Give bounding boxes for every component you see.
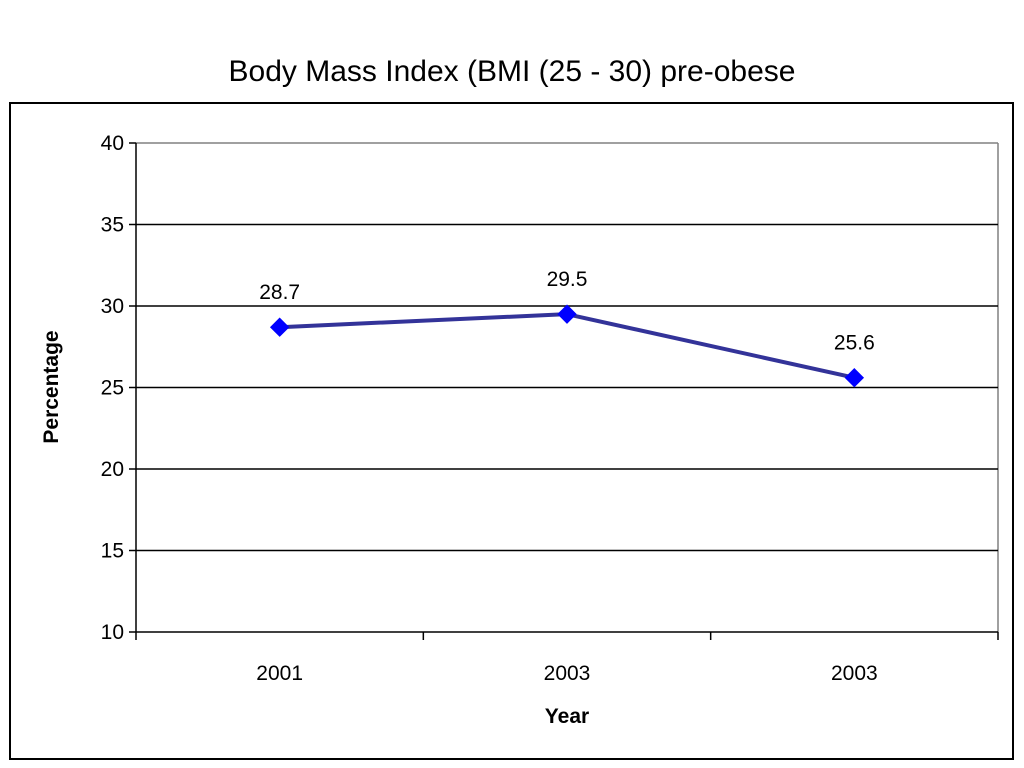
y-tick-label: 35 xyxy=(101,214,124,237)
data-label: 28.7 xyxy=(259,281,300,304)
chart-title: Body Mass Index (BMI (25 - 30) pre-obese xyxy=(228,55,796,88)
y-tick-label: 10 xyxy=(101,621,124,644)
data-point-marker xyxy=(269,317,290,337)
x-tick-label: 2003 xyxy=(831,662,878,685)
data-label: 29.5 xyxy=(547,268,588,291)
y-tick-label: 25 xyxy=(101,377,124,400)
data-point-marker xyxy=(557,304,577,324)
data-point-marker xyxy=(844,368,865,388)
x-axis-title: Year xyxy=(545,705,589,728)
gridlines xyxy=(136,142,999,632)
x-tick-label: 2001 xyxy=(256,662,303,685)
labels: 10 15 20 25 30 35 40 2001 2003 2003 28.7 29.5 25.6 xyxy=(101,132,878,685)
chart-frame xyxy=(9,102,1014,760)
y-axis-title: Percentage xyxy=(40,330,63,443)
data-label: 25.6 xyxy=(834,332,875,355)
y-tick-label: 30 xyxy=(101,295,124,318)
axes xyxy=(129,142,999,640)
y-tick-label: 20 xyxy=(101,458,124,481)
y-tick-label: 40 xyxy=(101,132,124,155)
y-tick-label: 15 xyxy=(101,540,124,563)
series xyxy=(269,304,865,388)
x-tick-label: 2003 xyxy=(544,662,591,685)
